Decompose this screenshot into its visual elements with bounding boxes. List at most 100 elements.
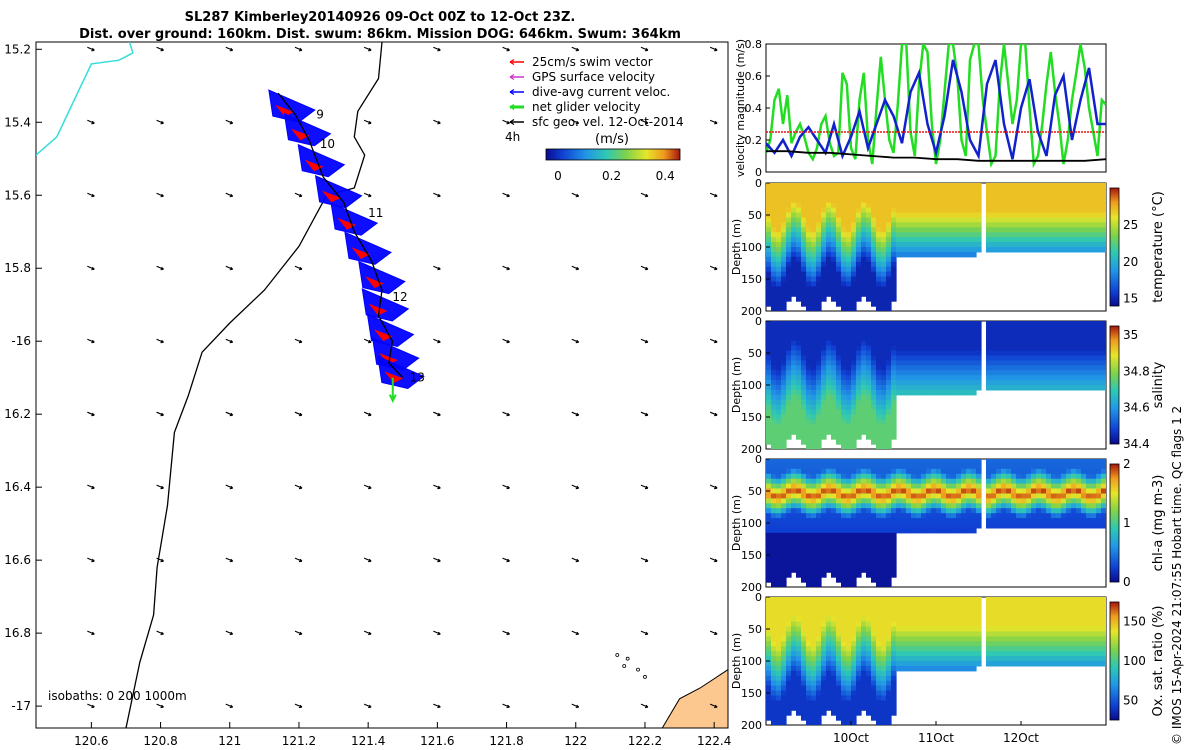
salinity-cell xyxy=(896,385,902,391)
chlorophyll-cell xyxy=(1061,518,1067,524)
salinity-cell xyxy=(951,350,957,356)
temperature-cell xyxy=(841,197,847,204)
chlorophyll-cell xyxy=(941,493,947,499)
vel-ytick-label-1: 0.2 xyxy=(745,134,763,147)
salinity-cell xyxy=(951,360,957,366)
chlorophyll-cell xyxy=(771,498,777,504)
temperature-cell xyxy=(1056,222,1062,228)
temperature-cell xyxy=(916,197,922,204)
oxygen-cell xyxy=(1016,597,1022,603)
temperature-cell xyxy=(851,183,857,189)
chlorophyll-cell xyxy=(841,493,847,499)
chlorophyll-cell xyxy=(901,459,907,465)
temperature-cell xyxy=(861,286,867,292)
salinity-cell xyxy=(861,385,867,391)
oxygen-cell xyxy=(881,631,887,637)
chlorophyll-cell xyxy=(836,557,842,563)
temperature-cell xyxy=(876,202,882,209)
chlorophyll-cell xyxy=(1046,523,1052,529)
oxygen-cell xyxy=(886,646,892,652)
temperature-cell xyxy=(881,212,887,218)
temperature-cell xyxy=(921,212,927,218)
oxygen-cell xyxy=(906,601,912,608)
salinity-cell xyxy=(921,365,927,371)
chlorophyll-cell xyxy=(806,547,812,554)
salinity-cell xyxy=(766,404,772,411)
chlorophyll-cell xyxy=(911,483,917,490)
chlorophyll-cell xyxy=(836,523,842,529)
oxygen-cell xyxy=(771,616,777,623)
chlorophyll-cell xyxy=(966,523,972,529)
oxygen-cell xyxy=(831,626,837,632)
oxygen-cell xyxy=(911,616,917,623)
temperature-cell xyxy=(826,276,832,282)
chlorophyll-cell xyxy=(851,463,857,470)
chlorophyll-cell xyxy=(766,513,772,519)
chlorophyll-cell xyxy=(846,547,852,554)
chlorophyll-cell xyxy=(766,557,772,563)
chlorophyll-cell xyxy=(1096,463,1102,470)
salinity-cell xyxy=(1016,360,1022,366)
oxygen-cell xyxy=(951,606,957,613)
temperature-cell xyxy=(991,197,997,204)
salinity-cell xyxy=(991,330,997,337)
salinity-cell xyxy=(776,424,782,430)
temperature-cell xyxy=(991,202,997,209)
oxygen-cell xyxy=(856,636,862,642)
temperature-cell xyxy=(1016,247,1022,253)
temperature-cell xyxy=(1011,202,1017,209)
chlorophyll-cell xyxy=(1041,498,1047,504)
temperature-cell xyxy=(771,217,777,223)
temperature-cell xyxy=(826,207,832,214)
temperature-cell xyxy=(806,291,812,297)
salinity-cell xyxy=(986,360,992,366)
salinity-cell xyxy=(831,424,837,430)
chlorophyll-cell xyxy=(936,473,942,480)
oxygen-cell xyxy=(926,616,932,623)
temperature-cell xyxy=(1021,222,1027,228)
chlorophyll-cell xyxy=(966,459,972,465)
chlorophyll-cell xyxy=(861,459,867,465)
temperature-cell xyxy=(1001,202,1007,209)
oxygen-cell xyxy=(931,631,937,637)
oxygen-cell xyxy=(1001,621,1007,628)
chlorophyll-cell xyxy=(856,523,862,529)
chlorophyll-cell xyxy=(1101,468,1106,475)
salinity-cell xyxy=(766,380,772,386)
temperature-cell xyxy=(766,301,772,307)
temperature-cell xyxy=(801,202,807,209)
oxygen-cell xyxy=(916,621,922,628)
oxygen-cell xyxy=(786,705,792,711)
salinity-cell xyxy=(1006,370,1012,376)
salinity-cell xyxy=(896,380,902,386)
temperature-cell xyxy=(911,202,917,209)
oxygen-cell xyxy=(841,675,847,682)
chlorophyll-cell xyxy=(786,488,792,494)
chlorophyll-cell xyxy=(811,542,817,549)
temperature-cell xyxy=(856,207,862,214)
temperature-cell xyxy=(1096,212,1102,218)
salinity-cell xyxy=(956,355,962,361)
temperature-cell xyxy=(771,296,777,302)
oxygen-cell xyxy=(781,656,787,662)
chlorophyll-cell xyxy=(781,537,787,544)
chlorophyll-cell xyxy=(886,542,892,549)
salinity-cell xyxy=(866,399,872,406)
salinity-cell xyxy=(1086,385,1092,391)
salinity-cell xyxy=(1041,340,1047,347)
temperature-cell xyxy=(1046,192,1052,199)
salinity-cell xyxy=(881,335,887,342)
temperature-cell xyxy=(1081,187,1087,194)
temperature-cell xyxy=(951,187,957,194)
oxygen-cell xyxy=(896,611,902,618)
temperature-cell xyxy=(841,306,847,311)
temperature-cell xyxy=(1001,237,1007,243)
temperature-cell xyxy=(1056,192,1062,199)
temperature-cell xyxy=(881,242,887,248)
oxygen-cell xyxy=(891,670,897,677)
chlorophyll-cell xyxy=(851,557,857,563)
salinity-cell xyxy=(1021,325,1027,332)
temperature-cell xyxy=(1086,207,1092,214)
temperature-cell xyxy=(1096,242,1102,248)
salinity-cell xyxy=(951,330,957,337)
